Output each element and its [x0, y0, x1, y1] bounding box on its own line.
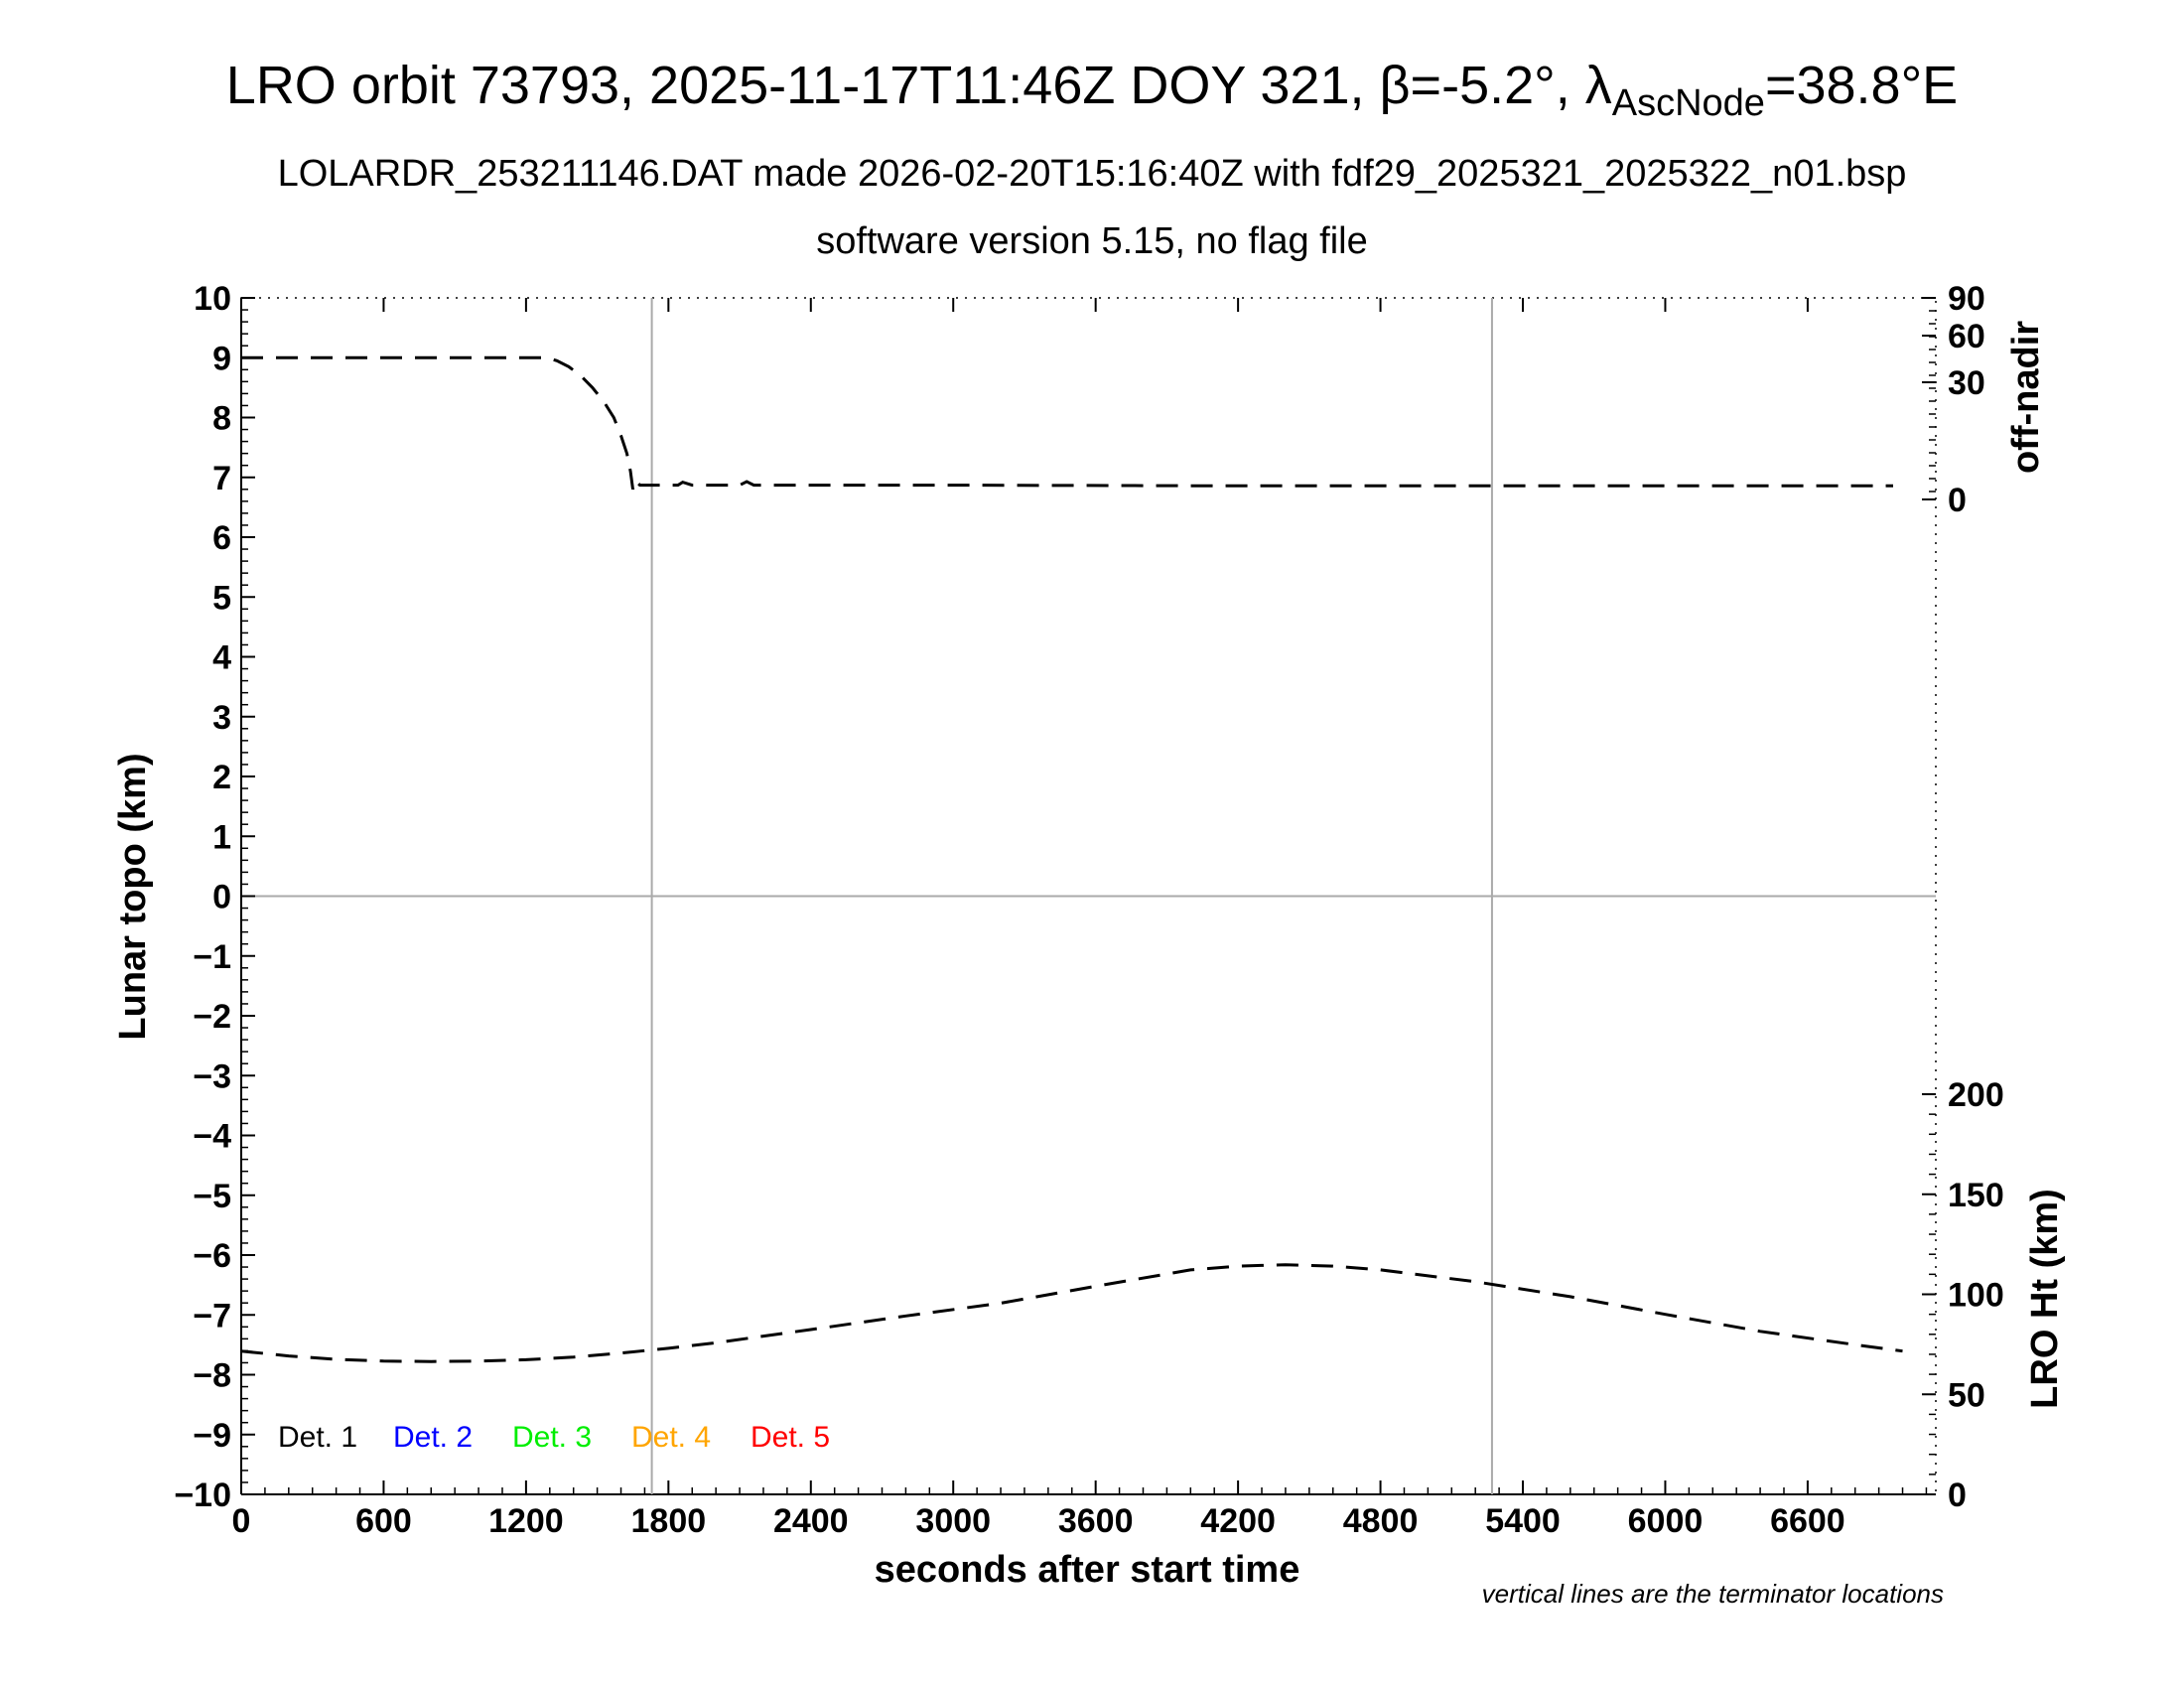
y-axis-label-off-nadir: off-nadir — [2005, 321, 2047, 474]
series-line-off-nadir — [241, 355, 1893, 491]
legend-entry-det-3: Det. 3 — [512, 1421, 592, 1454]
lro-ht-tick-label-100: 100 — [1948, 1277, 2004, 1315]
x-tick-label-3600: 3600 — [1058, 1502, 1134, 1540]
x-axis-label: seconds after start time — [875, 1549, 1300, 1591]
x-tick-label-4200: 4200 — [1200, 1502, 1276, 1540]
chart-title: LRO orbit 73793, 2025-11-17T11:46Z DOY 3… — [226, 56, 1958, 124]
x-tick-label-0: 0 — [232, 1502, 251, 1540]
y-tick-label-4: 4 — [212, 639, 231, 677]
off-nadir-tick-label-60: 60 — [1948, 318, 1985, 355]
x-tick-label-6000: 6000 — [1628, 1502, 1704, 1540]
legend-entry-det-5: Det. 5 — [751, 1421, 830, 1454]
x-tick-label-3000: 3000 — [915, 1502, 991, 1540]
y-tick-label--6: −6 — [193, 1237, 231, 1275]
x-tick-label-2400: 2400 — [773, 1502, 849, 1540]
y-tick-label-8: 8 — [212, 400, 231, 438]
y-tick-label--5: −5 — [193, 1178, 231, 1215]
y-tick-label-5: 5 — [212, 579, 231, 617]
lro-ht-tick-label-0: 0 — [1948, 1477, 1967, 1514]
y-tick-label--1: −1 — [193, 938, 231, 976]
x-tick-label-1200: 1200 — [488, 1502, 564, 1540]
series-layer — [240, 355, 1903, 1363]
y-tick-label--2: −2 — [193, 998, 231, 1036]
footnote: vertical lines are the terminator locati… — [1482, 1579, 1944, 1609]
chart-title-subscript: AscNode — [1612, 82, 1765, 124]
y-tick-label-7: 7 — [212, 460, 231, 497]
legend-entry-det-4: Det. 4 — [631, 1421, 711, 1454]
chart-subtitle-2: software version 5.15, no flag file — [816, 220, 1368, 262]
y-tick-label-6: 6 — [212, 519, 231, 557]
y-tick-label--4: −4 — [193, 1118, 231, 1156]
y-tick-label-0: 0 — [212, 879, 231, 916]
grid-layer — [241, 298, 1936, 1494]
lro-ht-tick-label-150: 150 — [1948, 1177, 2004, 1214]
y-tick-label--7: −7 — [193, 1297, 231, 1335]
y-tick-label-10: 10 — [194, 280, 231, 318]
x-tick-label-1800: 1800 — [631, 1502, 707, 1540]
off-nadir-tick-label-0: 0 — [1948, 482, 1967, 519]
x-tick-label-600: 600 — [355, 1502, 412, 1540]
legend-entry-det-2: Det. 2 — [393, 1421, 473, 1454]
y-tick-label--8: −8 — [193, 1357, 231, 1395]
y-tick-label-1: 1 — [212, 818, 231, 856]
y-tick-label-3: 3 — [212, 699, 231, 737]
x-tick-label-4800: 4800 — [1343, 1502, 1419, 1540]
y-tick-label--3: −3 — [193, 1057, 231, 1095]
legend: Det. 1 Det. 2 Det. 3 Det. 4 Det. 5 — [278, 1421, 830, 1454]
lro-ht-tick-label-200: 200 — [1948, 1076, 2004, 1114]
lro-ht-tick-label-50: 50 — [1948, 1376, 1985, 1414]
y-axis-label-lro-ht: LRO Ht (km) — [2024, 1189, 2066, 1409]
legend-entry-det-1: Det. 1 — [278, 1421, 357, 1454]
off-nadir-tick-label-90: 90 — [1948, 280, 1985, 318]
series-line-lro-ht — [240, 1263, 1903, 1363]
ticks-layer: 0 600 1200 1800 2400 3000 3600 4200 4800 5400 6000… — [174, 280, 2003, 1540]
y-tick-label--10: −10 — [174, 1477, 231, 1514]
y-tick-label-9: 9 — [212, 340, 231, 377]
chart-subtitle-1: LOLARDR_253211146.DAT made 2026-02-20T15… — [278, 153, 1907, 195]
y-axis-label-left: Lunar topo (km) — [112, 753, 154, 1040]
y-tick-label--9: −9 — [193, 1417, 231, 1455]
y-tick-label-2: 2 — [212, 759, 231, 796]
x-tick-label-5400: 5400 — [1485, 1502, 1561, 1540]
off-nadir-tick-label-30: 30 — [1948, 364, 1985, 402]
x-tick-label-6600: 6600 — [1770, 1502, 1845, 1540]
